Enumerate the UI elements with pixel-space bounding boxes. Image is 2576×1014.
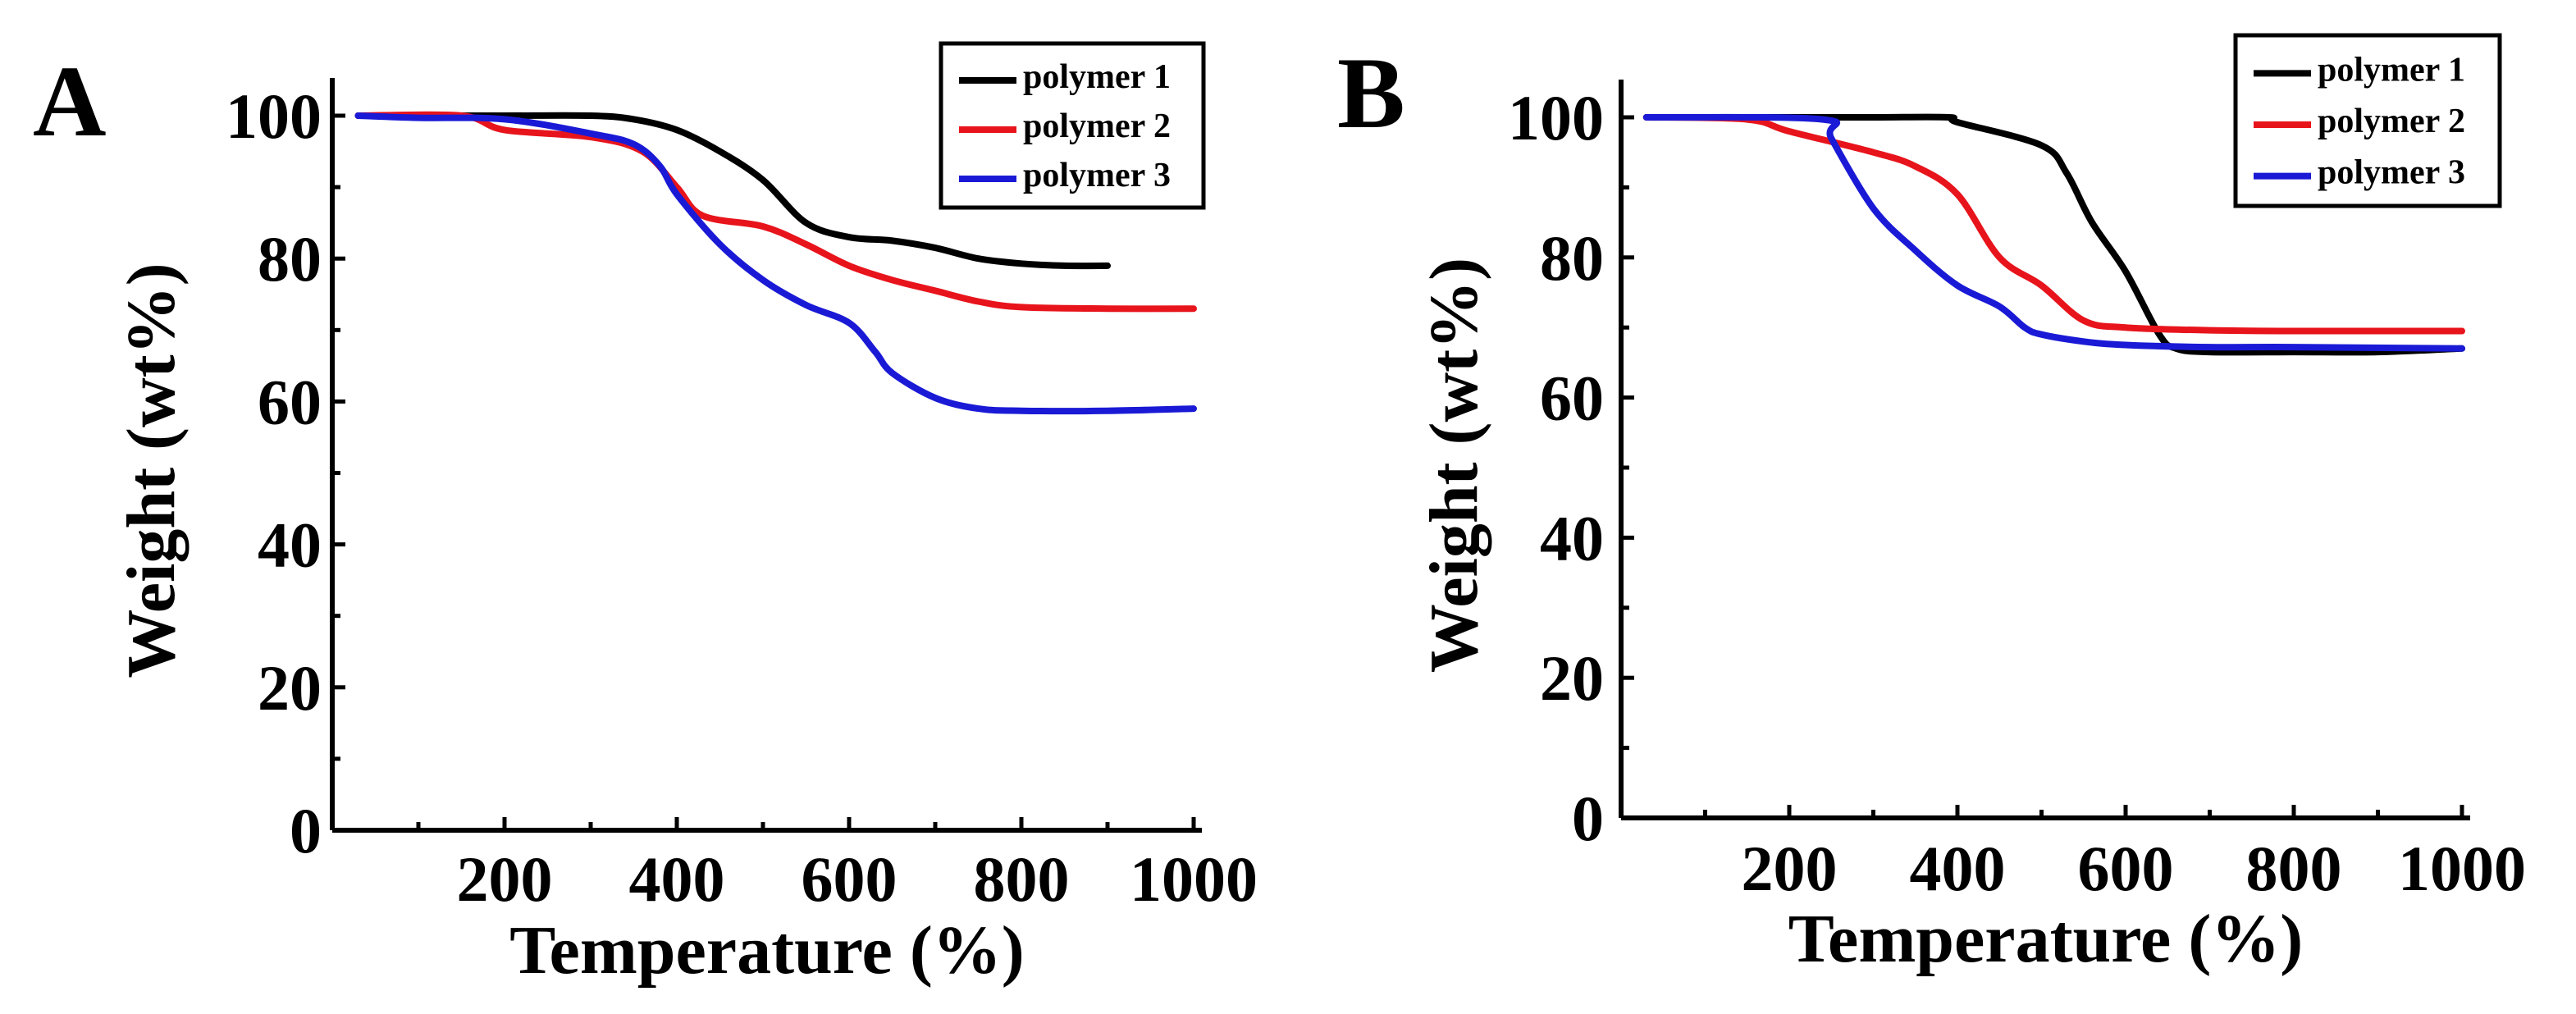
series-line-polymer-3 [1642, 113, 2465, 352]
legend: polymer 1 polymer 2 polymer 3 [2233, 33, 2502, 208]
x-tick-label: 200 [457, 843, 553, 915]
legend-label: polymer 3 [2318, 154, 2465, 192]
x-tick-label: 600 [802, 843, 897, 915]
y-tick-label: 60 [258, 366, 322, 437]
y-tick-label: 80 [1540, 222, 1604, 294]
x-tick-label: 800 [2246, 833, 2342, 904]
y-tick-label: 100 [226, 80, 322, 152]
y-tick-label: 20 [1540, 642, 1604, 714]
x-tick-label: 400 [629, 843, 725, 915]
y-tick-label: 40 [258, 509, 322, 581]
y-tick-label: 0 [1572, 783, 1604, 854]
panel-b: B 200 400 600 800 1000 0 20 40 60 80 100 Temperature… [1337, 33, 2526, 977]
y-tick-label: 100 [1508, 82, 1604, 153]
legend: polymer 1 polymer 2 polymer 3 [939, 41, 1206, 210]
panel-letter: A [33, 45, 107, 158]
x-tick-label: 200 [1742, 833, 1838, 904]
y-tick-label: 40 [1540, 502, 1604, 573]
y-axis-title: Weight (wt%) [113, 263, 190, 678]
x-axis-title: Temperature (%) [1788, 901, 2304, 977]
x-tick-label: 800 [974, 843, 1070, 915]
panel-letter: B [1337, 37, 1405, 149]
y-tick-label: 0 [290, 795, 322, 866]
y-tick-label: 20 [258, 652, 322, 724]
legend-label: polymer 3 [1023, 157, 1171, 194]
legend-label: polymer 2 [1023, 107, 1171, 145]
series-line-polymer-3 [354, 112, 1197, 415]
y-axis-title: Weight (wt%) [1416, 258, 1492, 673]
legend-label: polymer 2 [2318, 103, 2465, 140]
y-tick-label: 60 [1540, 363, 1604, 434]
series-line-polymer-2 [354, 111, 1197, 313]
series-line-polymer-2 [1642, 114, 2465, 335]
legend-label: polymer 1 [1023, 58, 1171, 96]
y-tick-label: 80 [258, 223, 322, 295]
x-tick-label: 1000 [2398, 833, 2526, 904]
panel-a: A 200 400 600 800 1000 0 20 40 60 80 100 Temperature… [33, 41, 1258, 989]
legend-label: polymer 1 [2318, 51, 2465, 89]
x-tick-label: 1000 [1130, 843, 1258, 915]
series-line-polymer-1 [354, 112, 1111, 270]
x-tick-label: 400 [1910, 833, 2006, 904]
x-axis-title: Temperature (%) [509, 912, 1025, 989]
series-line-polymer-1 [1642, 113, 2465, 356]
x-tick-label: 600 [2078, 833, 2174, 904]
